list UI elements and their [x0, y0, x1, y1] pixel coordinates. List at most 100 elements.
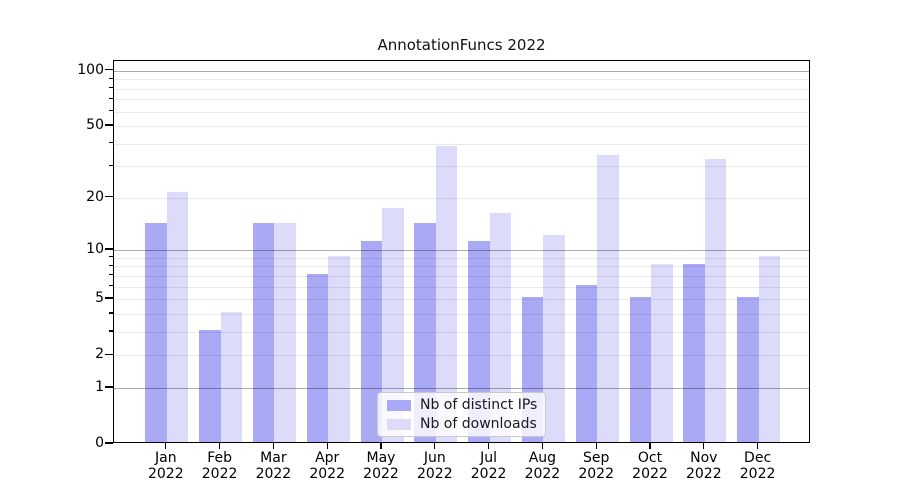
gridline-major [114, 70, 809, 72]
x-tick-month: Mar [260, 450, 287, 466]
y-tick-mark [105, 248, 113, 250]
x-tick-year: 2022 [632, 466, 668, 482]
gridline-minor [114, 197, 809, 199]
bar-nb-of-downloads-nov [704, 159, 727, 442]
y-tick-minor-mark [109, 312, 113, 314]
bar-nb-of-distinct-ips-jan [145, 223, 167, 442]
gridline-minor [114, 299, 809, 301]
chart-title: AnnotationFuncs 2022 [377, 36, 546, 54]
gridline-minor [114, 166, 809, 168]
x-tick-mark [649, 443, 651, 449]
bar-nb-of-downloads-mar [274, 223, 296, 442]
y-tick-minor-mark [109, 142, 113, 144]
bars-layer [114, 61, 809, 442]
x-tick-month: Oct [637, 450, 663, 466]
x-tick-label-dec: Dec 2022 [728, 450, 788, 482]
x-tick-label-jan: Jan 2022 [136, 450, 196, 482]
y-tick-minor-mark [109, 284, 113, 287]
x-tick-label-jun: Jun 2022 [405, 450, 465, 482]
y-tick-minor-mark [109, 274, 113, 276]
x-tick-year: 2022 [147, 466, 184, 482]
bar-nb-of-distinct-ips-mar [252, 223, 275, 442]
bar-nb-of-distinct-ips-may [360, 241, 382, 442]
x-tick-month: Apr [315, 450, 340, 466]
x-tick-label-oct: Oct 2022 [620, 450, 680, 482]
y-tick-minor-mark [109, 256, 113, 258]
y-tick-mark [105, 353, 113, 355]
x-tick-month: Jan [155, 450, 177, 466]
bar-nb-of-downloads-oct [651, 264, 673, 442]
y-tick-mark [105, 124, 113, 126]
legend-swatch [387, 418, 411, 430]
bar-nb-of-downloads-jul [489, 212, 512, 442]
gridline-minor [114, 126, 809, 127]
bar-nb-of-distinct-ips-jun [414, 223, 436, 442]
y-tick-minor-mark [109, 97, 113, 99]
x-tick-year: 2022 [255, 466, 292, 482]
x-tick-mark [595, 443, 597, 449]
x-tick-mark [487, 443, 490, 449]
x-tick-mark [380, 443, 382, 449]
x-tick-mark [272, 443, 275, 449]
bar-nb-of-downloads-apr [328, 255, 350, 442]
gridline-minor [114, 275, 809, 277]
gridline-minor [114, 143, 809, 145]
gridline-major [114, 387, 809, 389]
legend-label: Nb of downloads [420, 416, 537, 432]
x-tick-month: Dec [744, 450, 772, 466]
y-tick-label: 20 [86, 188, 104, 205]
y-tick-label: 0 [95, 435, 104, 451]
y-tick-minor-mark [109, 109, 113, 112]
x-tick-label-sep: Sep 2022 [566, 450, 626, 482]
y-tick-label: 10 [86, 241, 104, 258]
x-tick-mark [326, 443, 328, 449]
y-tick-label: 100 [77, 61, 104, 78]
x-tick-mark [703, 443, 705, 449]
gridline-minor [114, 79, 809, 81]
x-tick-label-aug: Aug 2022 [512, 450, 572, 482]
x-tick-year: 2022 [201, 466, 238, 482]
legend-label: Nb of distinct IPs [420, 397, 538, 413]
x-tick-month: Jun [423, 450, 446, 466]
x-tick-label-may: May 2022 [351, 450, 411, 482]
x-tick-mark [541, 443, 544, 449]
y-tick-minor-mark [109, 264, 113, 266]
plot-area [113, 60, 810, 443]
grid-layer [114, 61, 809, 442]
gridline-minor [114, 111, 809, 113]
bar-nb-of-distinct-ips-jul [468, 241, 490, 442]
y-tick-mark [105, 442, 113, 444]
x-tick-year: 2022 [739, 466, 776, 482]
gridline-major [114, 250, 809, 252]
x-tick-month: Aug [528, 450, 557, 466]
legend: Nb of distinct IPs Nb of downloads [377, 392, 546, 437]
x-tick-year: 2022 [309, 466, 345, 482]
x-tick-year: 2022 [470, 466, 507, 482]
x-tick-month: Nov [690, 450, 718, 466]
x-tick-label-mar: Mar 2022 [243, 450, 303, 482]
y-tick-minor-mark [109, 330, 113, 332]
x-tick-mark [165, 443, 167, 449]
gridline-minor [114, 355, 809, 357]
bar-nb-of-downloads-sep [597, 154, 619, 442]
gridline-minor [114, 313, 809, 315]
bar-nb-of-downloads-aug [543, 234, 565, 442]
bar-nb-of-downloads-jun [435, 145, 458, 442]
bar-nb-of-distinct-ips-nov [683, 264, 705, 442]
y-tick-mark [105, 297, 113, 299]
y-tick-minor-mark [109, 164, 113, 166]
bar-nb-of-downloads-may [382, 208, 404, 442]
x-tick-mark [756, 443, 759, 449]
x-tick-year: 2022 [578, 466, 614, 482]
gridline-minor [114, 331, 809, 333]
x-tick-year: 2022 [524, 466, 561, 482]
gridline-minor [114, 286, 809, 288]
x-tick-year: 2022 [416, 466, 453, 482]
legend-row: Nb of downloads [387, 416, 545, 432]
bar-nb-of-downloads-feb [220, 311, 243, 442]
legend-row: Nb of distinct IPs [387, 397, 545, 413]
y-tick-minor-mark [109, 77, 113, 79]
y-tick-mark [105, 196, 113, 198]
y-tick-label: 50 [86, 117, 104, 133]
